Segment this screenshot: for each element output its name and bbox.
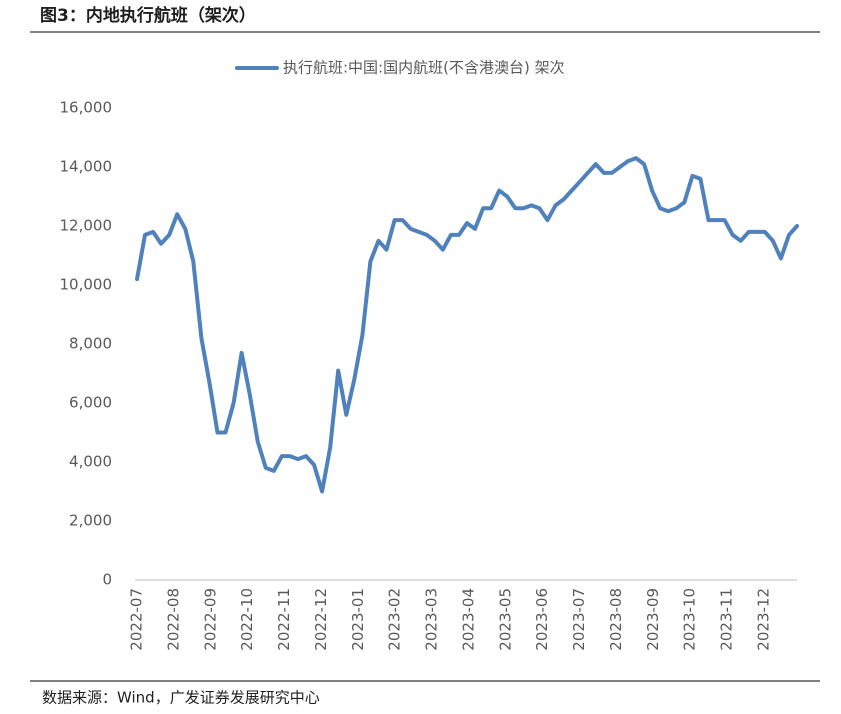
- x-tick-label: 2023-07: [570, 588, 588, 651]
- x-tick-label: 2023-03: [423, 588, 441, 651]
- y-tick-label: 8,000: [69, 335, 112, 353]
- x-tick-label: 2023-02: [386, 588, 404, 651]
- y-tick-label: 10,000: [60, 276, 113, 294]
- x-tick-label: 2022-11: [275, 588, 293, 651]
- source-note: 数据来源：Wind，广发证券发展研究中心: [42, 689, 320, 707]
- x-tick-label: 2023-12: [755, 588, 773, 651]
- x-tick-label: 2023-10: [681, 588, 699, 651]
- x-tick-label: 2022-10: [238, 588, 256, 651]
- x-tick-label: 2023-09: [644, 588, 662, 651]
- y-tick-label: 6,000: [69, 394, 112, 412]
- series-line: [135, 156, 799, 494]
- x-tick-label: 2023-11: [718, 588, 736, 651]
- y-tick-label: 12,000: [60, 217, 113, 235]
- x-tick-label: 2022-12: [312, 588, 330, 651]
- y-tick-label: 2,000: [69, 512, 112, 530]
- x-tick-label: 2023-06: [533, 588, 551, 651]
- x-tick-label: 2023-01: [349, 588, 367, 651]
- legend-label: 执行航班:中国:国内航班(不含港澳台) 架次: [283, 59, 565, 77]
- y-tick-label: 4,000: [69, 453, 112, 471]
- y-tick-label: 16,000: [60, 99, 113, 117]
- x-tick-label: 2022-07: [128, 588, 146, 651]
- x-tick-label: 2022-08: [164, 588, 182, 651]
- x-tick-label: 2023-04: [459, 588, 477, 651]
- x-tick-label: 2023-05: [496, 588, 514, 651]
- chart-title: 图3：内地执行航班（架次）: [40, 5, 256, 26]
- x-tick-label: 2023-08: [607, 588, 625, 651]
- x-tick-label: 2022-09: [201, 588, 219, 651]
- y-tick-label: 0: [102, 571, 112, 589]
- y-tick-label: 14,000: [60, 158, 113, 176]
